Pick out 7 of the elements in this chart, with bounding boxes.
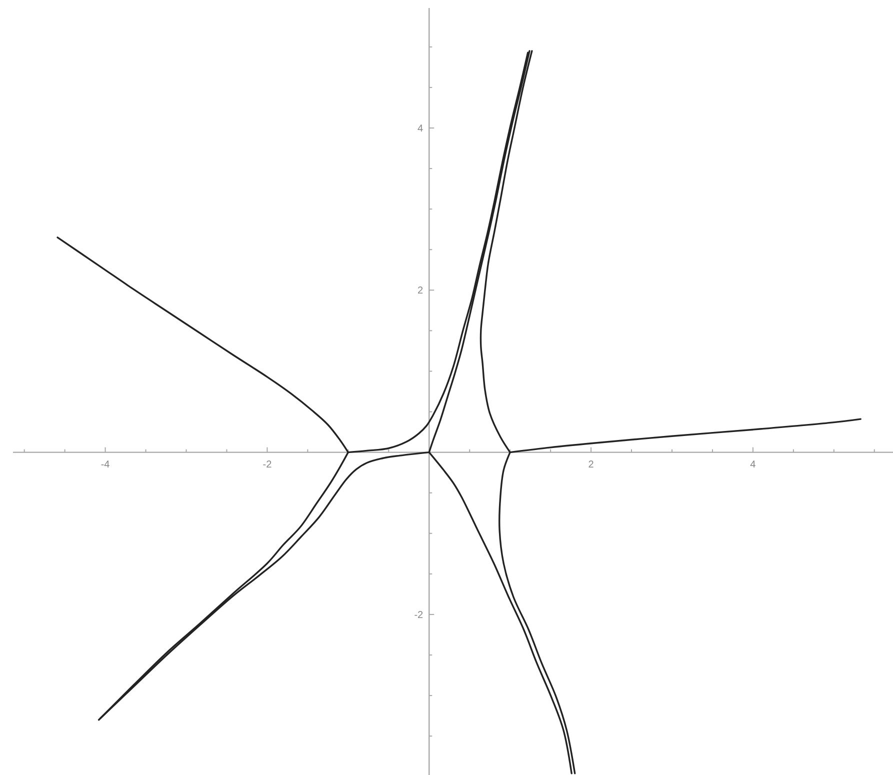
y-tick-label: 4 <box>418 123 424 134</box>
y-tick-label: -2 <box>414 610 424 621</box>
x-tick-label: 2 <box>588 459 594 470</box>
x-tick-label: -4 <box>100 459 110 470</box>
x-tick-label: -2 <box>262 459 272 470</box>
y-tick-label: 2 <box>418 286 424 297</box>
x-tick-label: 4 <box>750 459 756 470</box>
